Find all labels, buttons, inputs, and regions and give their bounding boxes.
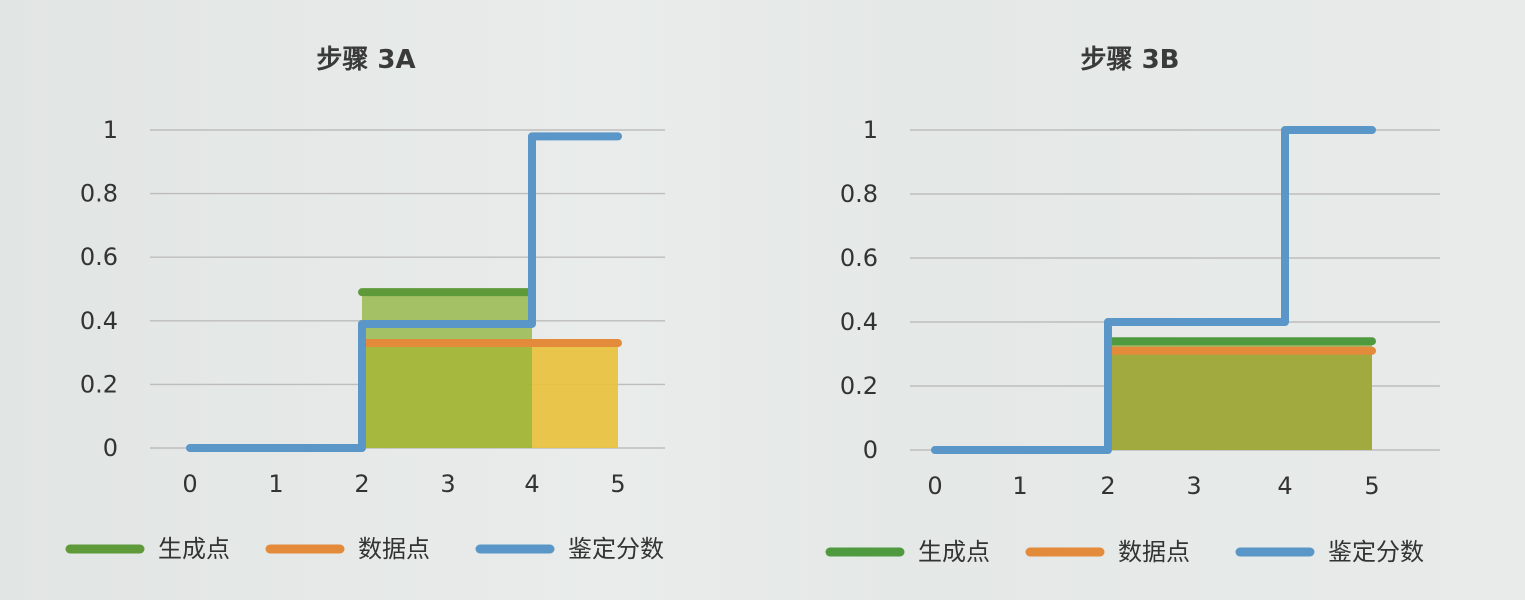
legend-label: 数据点 bbox=[358, 535, 430, 563]
x-tick-label: 5 bbox=[1364, 472, 1379, 500]
y-tick-label: 0.8 bbox=[80, 180, 118, 208]
y-tick-label: 0 bbox=[103, 434, 118, 462]
y-tick-label: 0.2 bbox=[840, 372, 878, 400]
generated-points-area bbox=[362, 292, 532, 448]
legend-label: 鉴定分数 bbox=[568, 535, 664, 563]
x-tick-label: 5 bbox=[610, 470, 625, 498]
x-tick-label: 1 bbox=[1012, 472, 1027, 500]
legend-label: 生成点 bbox=[918, 538, 990, 566]
y-tick-label: 0.8 bbox=[840, 180, 878, 208]
x-tick-label: 2 bbox=[1100, 472, 1115, 500]
discriminator-score-line bbox=[931, 126, 1376, 454]
chart-panel-3b: 步骤 3B 0 0.2 0.4 0.6 0.8 1 0 1 2 3 4 5 生成点 数据点 鉴定分数 bbox=[760, 0, 1500, 600]
x-tick-label: 2 bbox=[354, 470, 369, 498]
generated-points-area bbox=[1108, 341, 1372, 450]
y-tick-label: 0 bbox=[863, 436, 878, 464]
y-tick-label: 1 bbox=[103, 116, 118, 144]
y-tick-label: 0.4 bbox=[840, 308, 878, 336]
chart-panel-3a: 步骤 3A 0 0.2 0.4 0.6 0.8 1 0 1 2 3 4 5 生成点 数据点 鉴定分数 bbox=[0, 0, 740, 600]
legend-label: 生成点 bbox=[158, 535, 230, 563]
y-tick-label: 0.6 bbox=[80, 243, 118, 271]
x-tick-label: 4 bbox=[1277, 472, 1292, 500]
x-tick-label: 1 bbox=[268, 470, 283, 498]
discriminator-score-line bbox=[186, 132, 622, 452]
x-tick-label: 3 bbox=[1186, 472, 1201, 500]
chart-title: 步骤 3A bbox=[316, 44, 415, 75]
chart-3b: 步骤 3B 0 0.2 0.4 0.6 0.8 1 0 1 2 3 4 5 生成点 数据点 鉴定分数 bbox=[825, 44, 1440, 566]
x-tick-label: 4 bbox=[524, 470, 539, 498]
y-tick-label: 0.6 bbox=[840, 244, 878, 272]
y-tick-label: 0.2 bbox=[80, 370, 118, 398]
chart-3a: 步骤 3A 0 0.2 0.4 0.6 0.8 1 0 1 2 3 4 5 生成点 数据点 鉴定分数 bbox=[65, 44, 665, 563]
x-tick-label: 0 bbox=[182, 470, 197, 498]
legend-label: 数据点 bbox=[1118, 538, 1190, 566]
x-tick-label: 3 bbox=[440, 470, 455, 498]
x-tick-label: 0 bbox=[927, 472, 942, 500]
y-tick-label: 0.4 bbox=[80, 307, 118, 335]
y-tick-label: 1 bbox=[863, 116, 878, 144]
legend-label: 鉴定分数 bbox=[1328, 538, 1424, 566]
chart-title: 步骤 3B bbox=[1081, 44, 1180, 75]
